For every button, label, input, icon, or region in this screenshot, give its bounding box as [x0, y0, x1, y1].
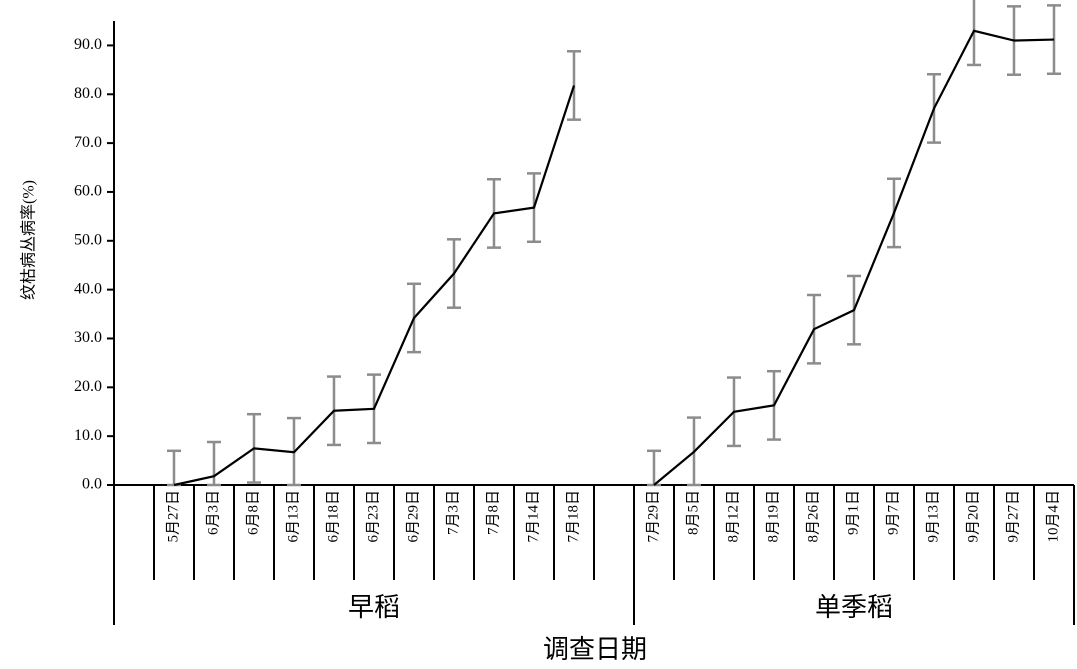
line	[173, 85, 576, 487]
y-tick-label: 20.0	[74, 378, 102, 395]
y-tick-label: 90.0	[74, 36, 102, 53]
x-tick-label: 7月18日	[565, 490, 581, 543]
group-label: 单季稻	[815, 593, 893, 622]
y-tick-label: 40.0	[74, 280, 102, 297]
x-tick-label: 6月8日	[245, 490, 261, 535]
x-tick-label: 6月18日	[325, 490, 341, 543]
y-tick-label: 80.0	[74, 85, 102, 102]
x-tick-label: 9月27日	[1005, 490, 1021, 543]
y-tick-label: 60.0	[74, 183, 102, 200]
x-tick-label: 5月27日	[165, 490, 181, 543]
y-axis-label: 纹枯病丛病率(%)	[20, 180, 38, 300]
x-tick-label: 8月5日	[685, 490, 701, 535]
y-tick-label: 10.0	[74, 427, 102, 444]
y-tick-label: 70.0	[74, 134, 102, 151]
x-tick-label: 6月23日	[365, 490, 381, 543]
x-tick-label: 7月14日	[525, 490, 541, 543]
x-tick-label: 10月4日	[1045, 490, 1061, 543]
x-tick-label: 9月20日	[965, 490, 981, 543]
x-tick-label: 7月3日	[445, 490, 461, 535]
x-tick-label: 9月1日	[845, 490, 861, 535]
y-tick-label: 30.0	[74, 329, 102, 346]
x-tick-label: 8月19日	[765, 490, 781, 543]
y-tick-label: 0.0	[82, 476, 102, 493]
y-tick-label: 50.0	[74, 231, 102, 248]
x-tick-label: 9月7日	[885, 490, 901, 535]
x-tick-label: 7月29日	[645, 490, 661, 543]
x-tick-label: 6月29日	[405, 490, 421, 543]
line	[653, 29, 1055, 486]
x-tick-label: 7月8日	[485, 490, 501, 535]
x-tick-label: 9月13日	[925, 490, 941, 543]
x-tick-label: 8月12日	[725, 490, 741, 543]
x-axis-label: 调查日期	[543, 635, 647, 664]
group-label: 早稻	[348, 593, 400, 622]
x-tick-label: 8月26日	[805, 490, 821, 543]
x-tick-label: 6月13日	[285, 490, 301, 543]
x-tick-label: 6月3日	[205, 490, 221, 535]
